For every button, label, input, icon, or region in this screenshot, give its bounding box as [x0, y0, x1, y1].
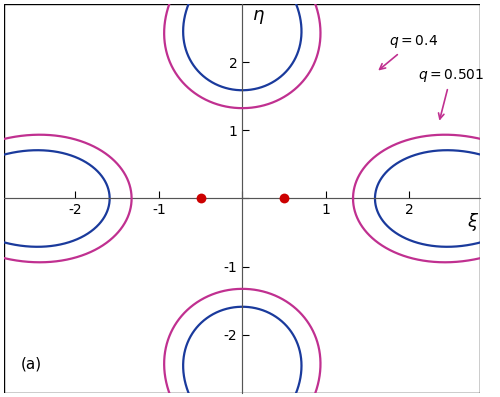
- Point: [280, 195, 288, 202]
- Text: $q=0.4$: $q=0.4$: [380, 33, 438, 69]
- Text: (a): (a): [21, 357, 42, 372]
- Text: $\xi$: $\xi$: [466, 211, 479, 233]
- Point: [196, 195, 204, 202]
- Text: $\eta$: $\eta$: [252, 8, 265, 25]
- Text: $q=0.501$: $q=0.501$: [418, 67, 484, 119]
